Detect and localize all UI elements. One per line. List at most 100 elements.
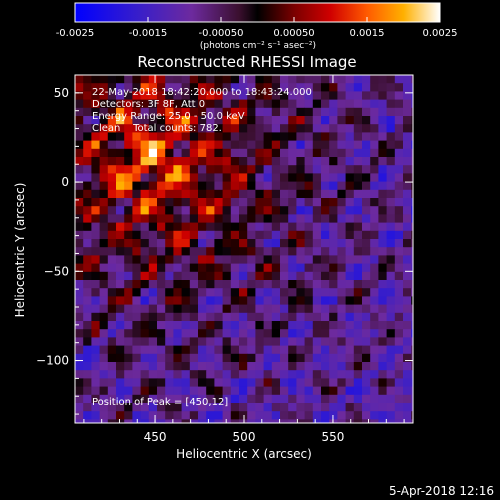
heatmap-cell xyxy=(181,214,191,223)
heatmap-cell xyxy=(173,321,182,330)
heatmap-cell xyxy=(312,296,322,305)
heatmap-cell xyxy=(411,214,413,223)
heatmap-cell xyxy=(148,386,158,396)
heatmap-cell xyxy=(280,263,289,273)
heatmap-cell xyxy=(83,124,92,133)
heatmap-cell xyxy=(230,411,240,420)
heatmap-cell xyxy=(132,91,141,100)
heatmap-cell xyxy=(370,99,379,109)
heatmap-cell xyxy=(173,362,182,371)
heatmap-cell xyxy=(165,296,174,305)
heatmap-cell xyxy=(165,99,174,109)
heatmap-cell xyxy=(222,370,232,379)
heatmap-cell xyxy=(222,362,232,371)
heatmap-cell xyxy=(288,321,297,330)
heatmap-cell xyxy=(83,132,92,141)
heatmap-cell xyxy=(206,411,215,420)
heatmap-cell xyxy=(157,91,166,100)
heatmap-cell xyxy=(75,353,84,363)
heatmap-cell xyxy=(255,403,264,412)
heatmap-cell xyxy=(83,329,92,338)
heatmap-cell xyxy=(148,288,158,297)
heatmap-cell xyxy=(353,386,363,396)
heatmap-cell xyxy=(189,345,199,355)
heatmap-cell xyxy=(91,304,100,314)
heatmap-cell xyxy=(230,91,240,100)
heatmap-cell xyxy=(116,83,125,92)
heatmap-cell xyxy=(288,337,297,346)
heatmap-cell xyxy=(148,362,158,371)
heatmap-cell xyxy=(222,230,232,240)
heatmap-cell xyxy=(206,189,215,199)
heatmap-cell xyxy=(362,394,371,404)
heatmap-cell xyxy=(312,386,322,396)
heatmap-cell xyxy=(362,419,371,423)
heatmap-cell xyxy=(370,181,379,191)
heatmap-cell xyxy=(304,304,314,314)
heatmap-cell xyxy=(337,394,346,404)
heatmap-cell xyxy=(132,107,141,117)
heatmap-cell xyxy=(214,271,223,281)
heatmap-cell xyxy=(148,91,158,100)
heatmap-cell xyxy=(124,148,133,158)
heatmap-cell xyxy=(345,107,355,117)
heatmap-cell xyxy=(214,288,223,297)
heatmap-cell xyxy=(304,288,314,297)
heatmap-cell xyxy=(99,239,109,248)
heatmap-cell xyxy=(394,263,404,273)
heatmap-cell xyxy=(75,124,84,133)
heatmap-cell xyxy=(140,247,150,256)
heatmap-cell xyxy=(353,271,363,281)
heatmap-cell xyxy=(378,419,387,423)
heatmap-cell xyxy=(140,337,150,346)
heatmap-cell xyxy=(345,411,355,420)
heatmap-cell xyxy=(206,124,215,133)
heatmap-cell xyxy=(91,411,100,420)
heatmap-cell xyxy=(403,214,412,223)
heatmap-cell xyxy=(140,99,150,109)
heatmap-cell xyxy=(370,214,379,223)
heatmap-cell xyxy=(271,304,281,314)
heatmap-cell xyxy=(255,124,264,133)
heatmap-cell xyxy=(198,173,207,182)
heatmap-cell xyxy=(165,370,174,379)
heatmap-cell xyxy=(247,91,256,100)
heatmap-cell xyxy=(304,198,314,207)
heatmap-cell xyxy=(230,189,240,199)
heatmap-cell xyxy=(304,157,314,166)
heatmap-cell xyxy=(329,296,338,305)
heatmap-cell xyxy=(337,280,346,289)
heatmap-cell xyxy=(370,345,379,355)
heatmap-cell xyxy=(140,419,150,423)
heatmap-cell xyxy=(239,230,248,240)
heatmap-cell xyxy=(329,419,338,423)
heatmap-cell xyxy=(157,157,166,166)
heatmap-cell xyxy=(230,75,240,84)
heatmap-cell xyxy=(165,329,174,338)
heatmap-cell xyxy=(132,165,141,174)
heatmap-cell xyxy=(345,378,355,387)
heatmap-cell xyxy=(140,386,150,396)
heatmap-cell xyxy=(99,280,109,289)
heatmap-cell xyxy=(255,255,264,264)
heatmap-cell xyxy=(386,280,396,289)
heatmap-cell xyxy=(157,124,166,133)
heatmap-cell xyxy=(148,230,158,240)
heatmap-cell xyxy=(329,116,338,125)
heatmap-cell xyxy=(83,296,92,305)
heatmap-cell xyxy=(157,214,166,223)
heatmap-cell xyxy=(198,91,207,100)
heatmap-cell xyxy=(165,83,174,92)
heatmap-cell xyxy=(337,386,346,396)
heatmap-cell xyxy=(132,296,141,305)
footer-date: 5-Apr-2018 12:16 xyxy=(389,484,494,498)
heatmap-cell xyxy=(206,181,215,191)
heatmap-cell xyxy=(304,107,314,117)
heatmap-cell xyxy=(206,173,215,182)
heatmap-cell xyxy=(312,140,322,150)
heatmap-cell xyxy=(157,304,166,314)
heatmap-cell xyxy=(370,411,379,420)
heatmap-cell xyxy=(75,75,84,84)
heatmap-cell xyxy=(189,239,199,248)
heatmap-cell xyxy=(353,189,363,199)
